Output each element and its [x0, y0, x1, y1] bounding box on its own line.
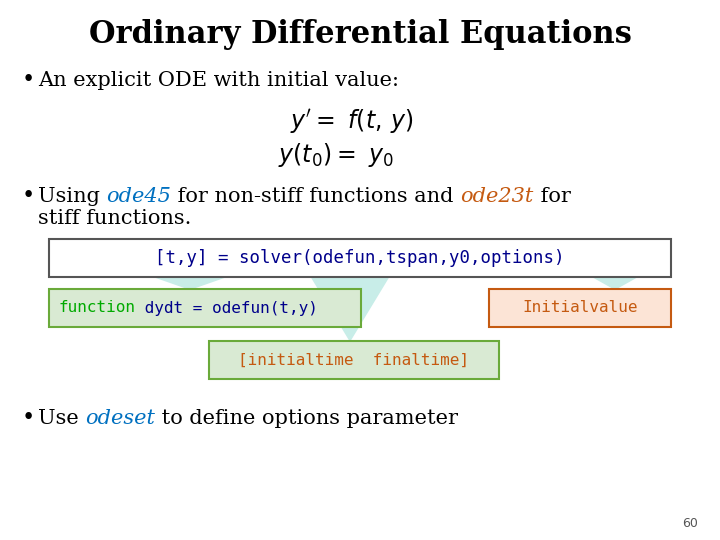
FancyBboxPatch shape [49, 289, 361, 327]
Text: Use: Use [38, 408, 86, 428]
FancyBboxPatch shape [209, 341, 499, 379]
Text: •: • [22, 185, 35, 207]
Text: odeset: odeset [86, 408, 156, 428]
Text: [initialtime  finaltime]: [initialtime finaltime] [238, 353, 469, 368]
Text: [t,y] = solver(odefun,tspan,y0,options): [t,y] = solver(odefun,tspan,y0,options) [156, 249, 564, 267]
Text: ode45: ode45 [107, 186, 171, 206]
Text: for non-stiff functions and: for non-stiff functions and [171, 186, 460, 206]
Text: $y' =\ f(t,\,y)$: $y' =\ f(t,\,y)$ [290, 107, 413, 136]
Text: stiff functions.: stiff functions. [38, 208, 192, 227]
Text: •: • [22, 69, 35, 91]
Text: to define options parameter: to define options parameter [156, 408, 458, 428]
Text: An explicit ODE with initial value:: An explicit ODE with initial value: [38, 71, 399, 90]
Text: for: for [534, 186, 570, 206]
FancyBboxPatch shape [489, 289, 671, 327]
Text: Initialvalue: Initialvalue [522, 300, 638, 315]
Text: function: function [58, 300, 135, 315]
Text: 60: 60 [682, 517, 698, 530]
Text: •: • [22, 407, 35, 429]
Text: Using: Using [38, 186, 107, 206]
Polygon shape [590, 276, 640, 290]
Text: ode23t: ode23t [460, 186, 534, 206]
FancyBboxPatch shape [49, 239, 671, 277]
Text: Ordinary Differential Equations: Ordinary Differential Equations [89, 18, 631, 50]
Text: $y(t_0) =\ y_0$: $y(t_0) =\ y_0$ [278, 141, 394, 169]
Polygon shape [150, 276, 230, 290]
Polygon shape [310, 276, 390, 342]
Text: dydt = odefun(t,y): dydt = odefun(t,y) [135, 300, 318, 315]
